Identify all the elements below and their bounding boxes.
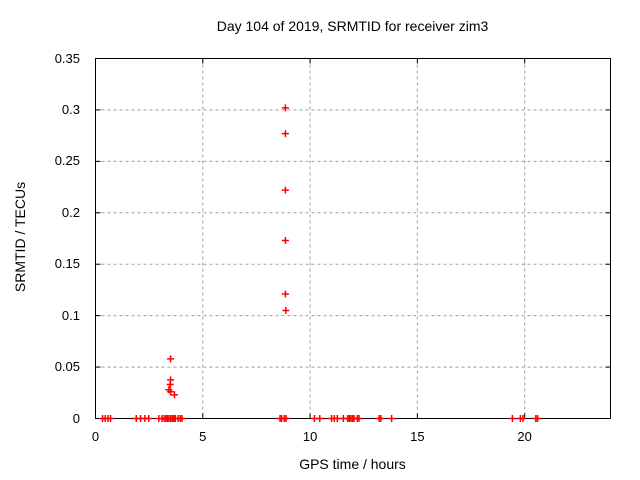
x-tick-label: 10 <box>302 429 318 444</box>
data-points <box>99 104 542 422</box>
data-point-marker <box>281 186 289 194</box>
data-point-marker <box>178 415 186 422</box>
y-tick-label: 0.3 <box>61 101 80 117</box>
data-point-marker <box>333 415 341 422</box>
chart-title: Day 104 of 2019, SRMTID for receiver zim… <box>216 18 489 34</box>
y-tick-label: 0 <box>72 410 80 426</box>
y-tick-label: 0.05 <box>54 359 80 375</box>
plot-border <box>95 58 611 419</box>
y-tick-label: 0.2 <box>61 204 80 220</box>
data-point-marker <box>316 415 324 422</box>
data-point-marker <box>170 391 178 399</box>
data-point-marker <box>281 290 289 298</box>
gridlines <box>95 58 611 419</box>
x-tick-label: 20 <box>517 429 532 444</box>
data-point-marker <box>282 415 290 422</box>
x-axis-label: GPS time / hours <box>299 456 406 472</box>
data-point-marker <box>167 376 175 384</box>
x-tick-label: 5 <box>199 429 207 444</box>
x-tick-label: 15 <box>410 429 425 444</box>
x-tick-label: 0 <box>91 429 100 444</box>
y-tick-label: 0.15 <box>54 256 80 272</box>
data-point-marker <box>281 130 289 138</box>
data-point-marker <box>388 415 396 422</box>
axis-ticks <box>95 58 611 419</box>
data-point-marker <box>519 415 527 422</box>
data-point-marker <box>281 104 289 112</box>
data-point-marker <box>508 415 516 422</box>
data-point-marker <box>145 415 153 422</box>
data-point-marker <box>355 415 363 422</box>
data-point-marker <box>377 415 385 422</box>
data-point-marker <box>167 355 175 363</box>
data-point-marker <box>281 237 289 245</box>
y-tick-label: 0.1 <box>61 307 80 323</box>
data-point-marker <box>282 307 290 314</box>
data-point-marker <box>167 388 175 396</box>
data-point-marker <box>107 415 115 422</box>
y-tick-label: 0.25 <box>54 153 80 169</box>
y-tick-label: 0.35 <box>54 50 80 66</box>
data-point-marker <box>534 415 542 422</box>
